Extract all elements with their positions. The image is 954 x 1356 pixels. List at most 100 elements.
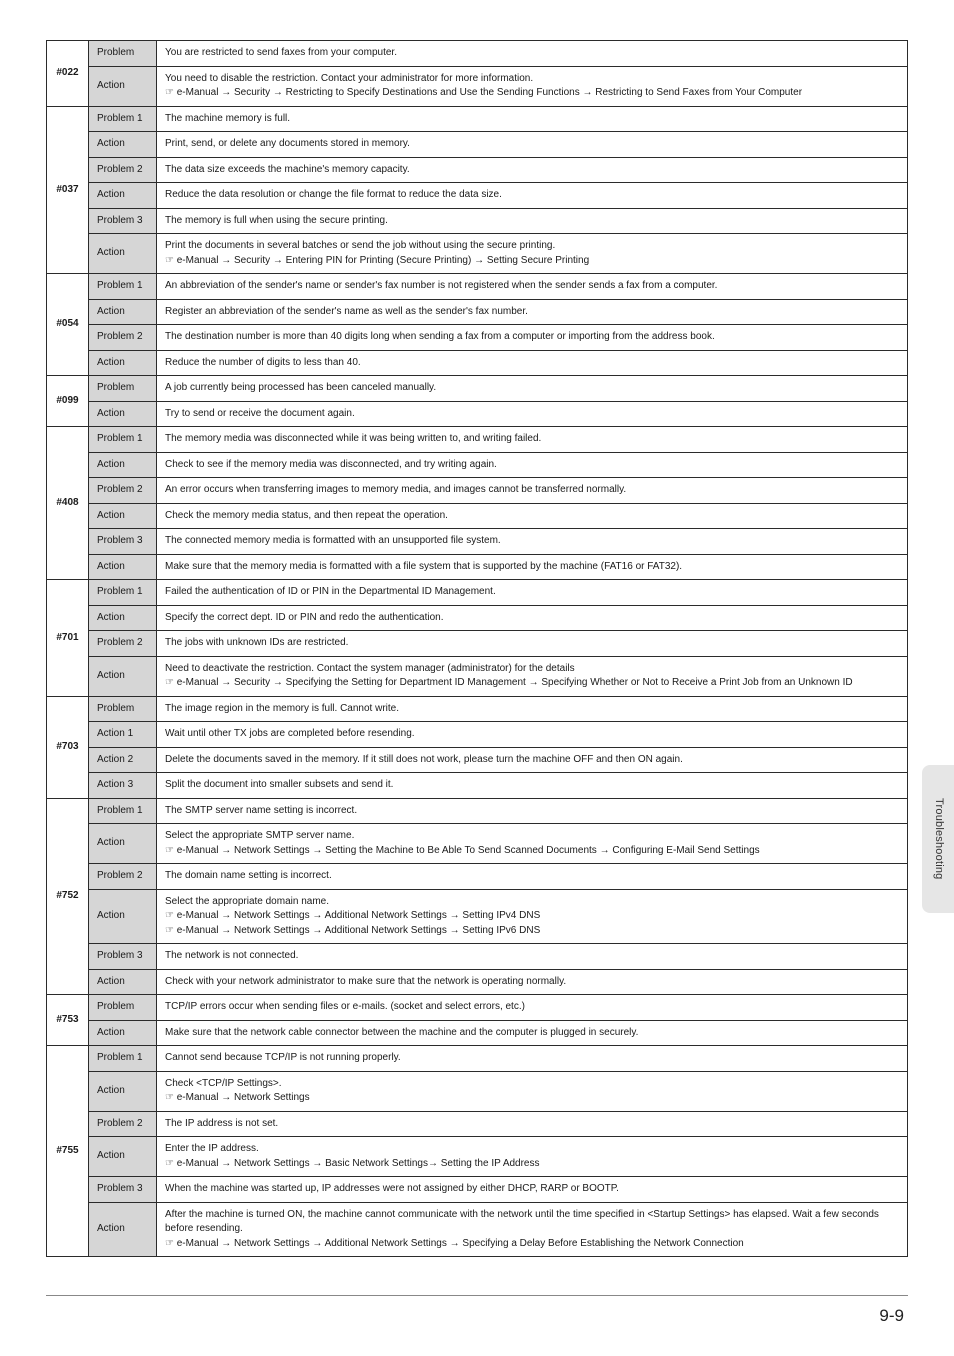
table-row: ActionCheck with your network administra… xyxy=(47,969,908,995)
row-label-cell: Problem 1 xyxy=(89,1046,157,1072)
table-row: ActionEnter the IP address.☞ e-Manual → … xyxy=(47,1137,908,1177)
row-desc-cell: Register an abbreviation of the sender's… xyxy=(157,299,908,325)
table-row: Problem 2The IP address is not set. xyxy=(47,1111,908,1137)
row-desc-cell: Make sure that the network cable connect… xyxy=(157,1020,908,1046)
error-code-cell: #022 xyxy=(47,41,89,107)
row-label-cell: Problem 3 xyxy=(89,208,157,234)
table-row: ActionPrint, send, or delete any documen… xyxy=(47,132,908,158)
row-label-cell: Action xyxy=(89,234,157,274)
error-code-cell: #099 xyxy=(47,376,89,427)
table-row: Problem 2The destination number is more … xyxy=(47,325,908,351)
table-row: #701Problem 1Failed the authentication o… xyxy=(47,580,908,606)
row-label-cell: Action 1 xyxy=(89,722,157,748)
table-row: ActionCheck the memory media status, and… xyxy=(47,503,908,529)
table-row: Action 1Wait until other TX jobs are com… xyxy=(47,722,908,748)
footer: 9-9 xyxy=(46,1295,908,1326)
row-desc-cell: Reduce the data resolution or change the… xyxy=(157,183,908,209)
table-row: ActionAfter the machine is turned ON, th… xyxy=(47,1202,908,1257)
row-desc-cell: When the machine was started up, IP addr… xyxy=(157,1177,908,1203)
row-label-cell: Problem 2 xyxy=(89,325,157,351)
row-desc-cell: Check with your network administrator to… xyxy=(157,969,908,995)
row-label-cell: Problem xyxy=(89,376,157,402)
table-row: #054Problem 1An abbreviation of the send… xyxy=(47,274,908,300)
row-label-cell: Action xyxy=(89,1202,157,1257)
error-code-cell: #703 xyxy=(47,696,89,798)
row-label-cell: Problem 1 xyxy=(89,427,157,453)
row-label-cell: Problem xyxy=(89,696,157,722)
table-row: ActionSelect the appropriate domain name… xyxy=(47,889,908,944)
table-row: Problem 3When the machine was started up… xyxy=(47,1177,908,1203)
error-code-cell: #752 xyxy=(47,798,89,995)
row-label-cell: Problem 1 xyxy=(89,580,157,606)
row-desc-cell: After the machine is turned ON, the mach… xyxy=(157,1202,908,1257)
table-row: #703ProblemThe image region in the memor… xyxy=(47,696,908,722)
row-label-cell: Action xyxy=(89,350,157,376)
row-desc-cell: The domain name setting is incorrect. xyxy=(157,864,908,890)
row-label-cell: Problem 1 xyxy=(89,274,157,300)
table-row: ActionMake sure that the memory media is… xyxy=(47,554,908,580)
table-row: Problem 3The network is not connected. xyxy=(47,944,908,970)
row-label-cell: Action xyxy=(89,889,157,944)
table-row: ActionReduce the data resolution or chan… xyxy=(47,183,908,209)
table-row: Problem 2The domain name setting is inco… xyxy=(47,864,908,890)
table-row: Problem 3The memory is full when using t… xyxy=(47,208,908,234)
table-row: #037Problem 1The machine memory is full. xyxy=(47,106,908,132)
row-label-cell: Problem 3 xyxy=(89,1177,157,1203)
row-label-cell: Action xyxy=(89,452,157,478)
row-desc-cell: Specify the correct dept. ID or PIN and … xyxy=(157,605,908,631)
row-label-cell: Problem 3 xyxy=(89,944,157,970)
row-label-cell: Action xyxy=(89,66,157,106)
row-label-cell: Problem 2 xyxy=(89,631,157,657)
row-label-cell: Problem 1 xyxy=(89,798,157,824)
row-desc-cell: An error occurs when transferring images… xyxy=(157,478,908,504)
page-number: 9-9 xyxy=(46,1306,908,1326)
row-label-cell: Problem 2 xyxy=(89,864,157,890)
row-desc-cell: The network is not connected. xyxy=(157,944,908,970)
row-desc-cell: Check the memory media status, and then … xyxy=(157,503,908,529)
row-label-cell: Action xyxy=(89,1020,157,1046)
row-label-cell: Action xyxy=(89,183,157,209)
row-label-cell: Action xyxy=(89,969,157,995)
error-code-cell: #054 xyxy=(47,274,89,376)
table-row: ActionReduce the number of digits to les… xyxy=(47,350,908,376)
row-label-cell: Action 3 xyxy=(89,773,157,799)
table-row: ActionNeed to deactivate the restriction… xyxy=(47,656,908,696)
row-label-cell: Problem 2 xyxy=(89,1111,157,1137)
error-code-cell: #755 xyxy=(47,1046,89,1257)
row-label-cell: Action 2 xyxy=(89,747,157,773)
row-label-cell: Action xyxy=(89,299,157,325)
row-desc-cell: Failed the authentication of ID or PIN i… xyxy=(157,580,908,606)
table-row: #408Problem 1The memory media was discon… xyxy=(47,427,908,453)
error-code-cell: #753 xyxy=(47,995,89,1046)
row-desc-cell: You need to disable the restriction. Con… xyxy=(157,66,908,106)
row-label-cell: Action xyxy=(89,656,157,696)
error-codes-table: #022ProblemYou are restricted to send fa… xyxy=(46,40,908,1257)
row-label-cell: Action xyxy=(89,1137,157,1177)
row-desc-cell: The memory media was disconnected while … xyxy=(157,427,908,453)
row-label-cell: Problem 1 xyxy=(89,106,157,132)
table-row: Action 3Split the document into smaller … xyxy=(47,773,908,799)
row-desc-cell: Split the document into smaller subsets … xyxy=(157,773,908,799)
row-desc-cell: Print the documents in several batches o… xyxy=(157,234,908,274)
table-row: ActionSelect the appropriate SMTP server… xyxy=(47,824,908,864)
row-desc-cell: Wait until other TX jobs are completed b… xyxy=(157,722,908,748)
table-row: Problem 2The data size exceeds the machi… xyxy=(47,157,908,183)
table-row: ActionTry to send or receive the documen… xyxy=(47,401,908,427)
table-row: #752Problem 1The SMTP server name settin… xyxy=(47,798,908,824)
row-label-cell: Problem xyxy=(89,995,157,1021)
row-desc-cell: Cannot send because TCP/IP is not runnin… xyxy=(157,1046,908,1072)
row-desc-cell: Select the appropriate SMTP server name.… xyxy=(157,824,908,864)
row-desc-cell: You are restricted to send faxes from yo… xyxy=(157,41,908,67)
row-desc-cell: Select the appropriate domain name.☞ e-M… xyxy=(157,889,908,944)
table-row: ActionSpecify the correct dept. ID or PI… xyxy=(47,605,908,631)
row-desc-cell: The IP address is not set. xyxy=(157,1111,908,1137)
row-label-cell: Action xyxy=(89,554,157,580)
table-row: #755Problem 1Cannot send because TCP/IP … xyxy=(47,1046,908,1072)
table-row: ActionRegister an abbreviation of the se… xyxy=(47,299,908,325)
row-desc-cell: Make sure that the memory media is forma… xyxy=(157,554,908,580)
row-desc-cell: An abbreviation of the sender's name or … xyxy=(157,274,908,300)
table-row: ActionMake sure that the network cable c… xyxy=(47,1020,908,1046)
row-label-cell: Problem xyxy=(89,41,157,67)
table-row: ActionPrint the documents in several bat… xyxy=(47,234,908,274)
row-desc-cell: Try to send or receive the document agai… xyxy=(157,401,908,427)
